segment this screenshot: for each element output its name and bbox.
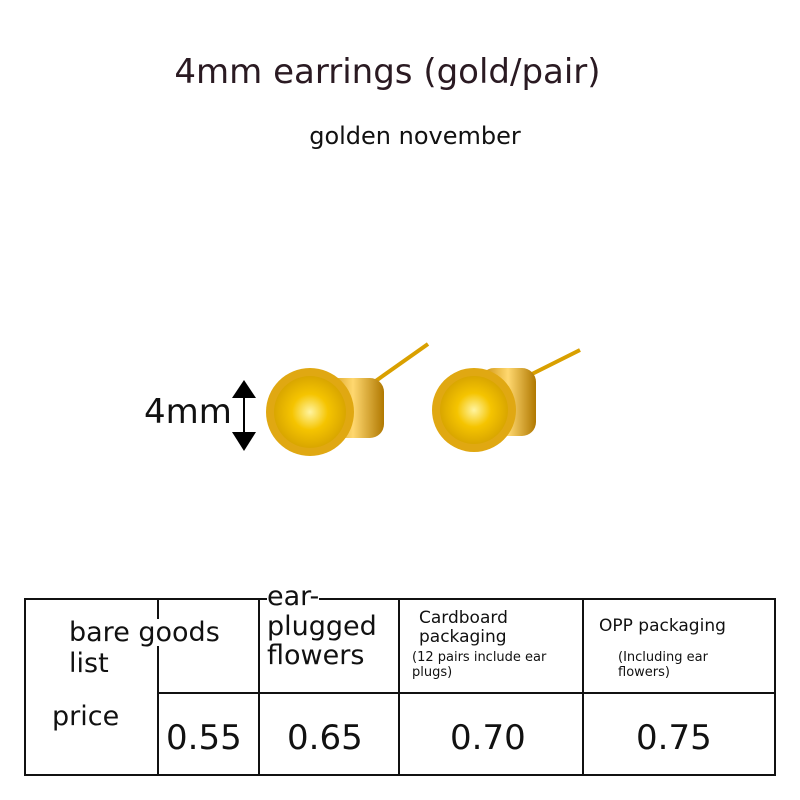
divider [398,600,400,774]
divider [582,600,584,774]
size-arrow-icon [232,380,256,451]
product-title: 4mm earrings (gold/pair) [174,52,601,92]
col-opp: OPP packaging [599,616,726,636]
col-ear-plugged-line3: flowers [267,640,365,671]
size-label: 4mm [144,392,232,432]
col-ear-plugged-line2: plugged [267,611,377,642]
col-cardboard-line1: Cardboard [419,608,508,628]
earring-right [432,348,581,452]
price-cardboard: 0.70 [450,718,526,758]
col-ear-plugged-line1: ear- [267,581,320,612]
divider [157,692,774,694]
price-opp: 0.75 [636,718,712,758]
header-list: list [69,648,109,679]
col-opp-note: (Including ear flowers) [618,650,708,680]
col-cardboard-note: (12 pairs include ear plugs) [412,650,547,680]
price-bare-goods: 0.55 [166,718,242,758]
product-subtitle: golden november [309,122,521,150]
col-cardboard-line2: packaging [419,627,507,647]
divider [258,600,260,774]
header-bare-goods: bare goods [69,617,220,648]
earrings-image [232,342,581,456]
price-ear-plugged: 0.65 [287,718,363,758]
divider [157,600,159,774]
price-table [24,598,776,776]
earring-left [266,342,430,456]
header-price: price [52,701,120,732]
